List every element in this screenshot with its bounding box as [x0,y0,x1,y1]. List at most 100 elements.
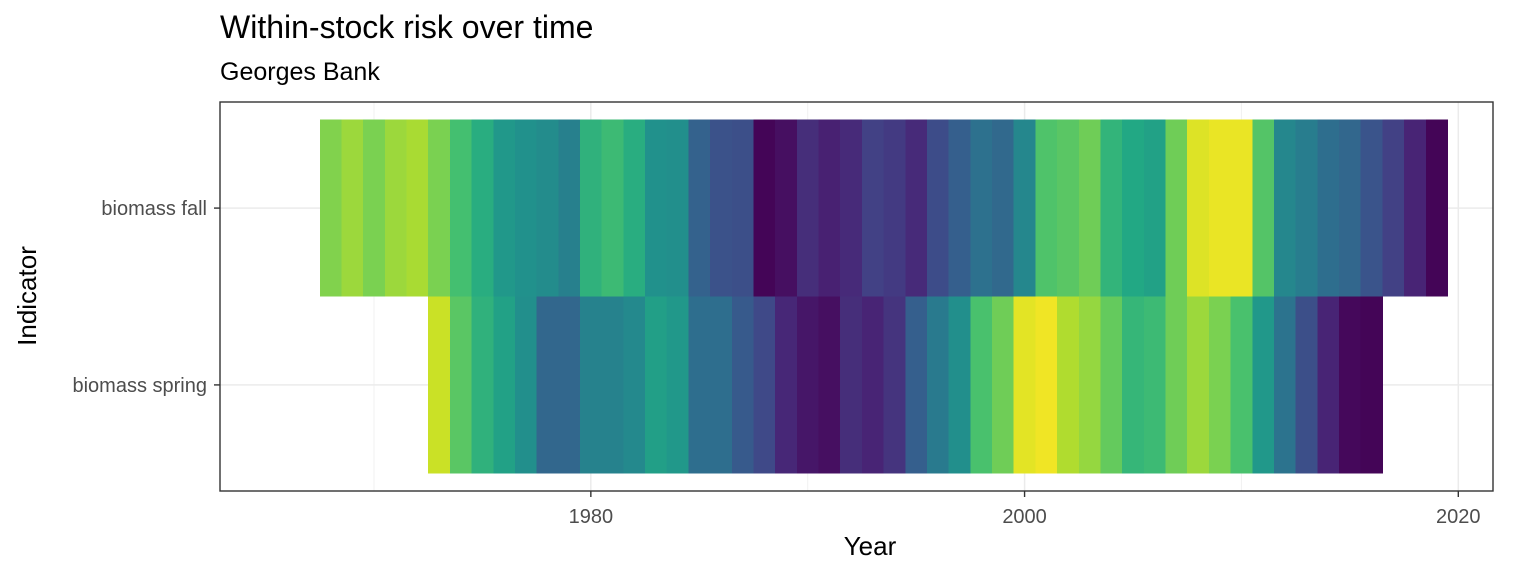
heatmap-cell [1273,296,1297,474]
heatmap-cell [514,296,538,474]
heatmap-cell [1187,296,1210,474]
x-tick-label: 1980 [569,506,614,528]
heatmap-cell [1252,296,1275,474]
heatmap-cell [1360,296,1383,474]
heatmap-cell [428,119,451,297]
heatmap-cell [579,296,603,474]
heatmap-cell [1100,296,1123,474]
heatmap-cell [1013,296,1037,474]
heatmap-cell [710,119,733,297]
heatmap-cell [1339,296,1362,474]
heatmap-cell [731,119,755,297]
heatmap-cell [558,119,581,297]
heatmap-cell [493,296,516,474]
heatmap-cell [1317,119,1340,297]
heatmap-cell [1317,296,1340,474]
y-axis-title: Indicator [12,246,42,346]
heatmap-cell [1208,296,1232,474]
heatmap-cell [948,296,971,474]
heatmap-cell [731,296,755,474]
heatmap-cell [883,119,906,297]
heatmap-cell [449,119,473,297]
heatmap-cell [536,296,559,474]
heatmap-cell [1230,119,1253,297]
heatmap-cells [319,119,1449,474]
heatmap-cell [666,119,690,297]
panel-border [219,101,1494,492]
heatmap-cell [710,296,733,474]
heatmap-cell [1295,296,1318,474]
heatmap-cell [1295,119,1318,297]
heatmap-cell [1252,119,1275,297]
heatmap-cell [1122,296,1145,474]
heatmap-cell [1165,296,1188,474]
heatmap-cell [428,296,451,474]
chart-title: Within-stock risk over time [220,9,593,45]
heatmap-cell [948,119,971,297]
heatmap-cell [1165,119,1188,297]
heatmap-cell [1078,296,1102,474]
heatmap-cell [970,119,993,297]
heatmap-cell [645,296,668,474]
heatmap-cell [1187,119,1210,297]
heatmap-cell [1208,119,1232,297]
heatmap-cell [992,119,1015,297]
heatmap-cell [341,119,364,297]
heatmap-cell [449,296,473,474]
heatmap-cell [558,296,581,474]
heatmap-cell [818,296,841,474]
x-axis-title: Year [844,531,897,561]
heatmap-cell [688,119,711,297]
heatmap-cell [623,296,646,474]
heatmap-cell [1143,296,1167,474]
heatmap-cell [861,296,885,474]
heatmap-cell [384,119,408,297]
heatmap-cell [1100,119,1123,297]
heatmap-cell [926,296,950,474]
heatmap-cell [840,119,863,297]
heatmap-cell [1425,119,1449,297]
heatmap-cell [1339,119,1362,297]
heatmap-cell [471,296,494,474]
heatmap-cell [536,119,559,297]
heatmap-cell [1404,119,1427,297]
heatmap-cell [1035,119,1058,297]
heatmap-cell [1078,119,1102,297]
y-tick-label: biomass spring [72,375,207,397]
heatmap-cell [926,119,950,297]
heatmap-cell [1057,296,1080,474]
heatmap-cell [645,119,668,297]
heatmap-cell [1273,119,1297,297]
heatmap-cell [1013,119,1037,297]
heatmap-cell [775,119,798,297]
heatmap-cell [818,119,841,297]
heatmap-cell [1143,119,1167,297]
heatmap-cell [905,119,928,297]
heatmap-cell [601,296,624,474]
heatmap-cell [1057,119,1080,297]
heatmap-cell [406,119,429,297]
heatmap-cell [840,296,863,474]
heatmap-cell [753,296,776,474]
heatmap-cell [1230,296,1253,474]
heatmap-cell [775,296,798,474]
heatmap-cell [1035,296,1058,474]
axes: 1980 2000 2020 biomass spring biomass fall [72,198,1480,528]
heatmap-cell [992,296,1015,474]
heatmap-cell [861,119,885,297]
x-tick-label: 2000 [1002,506,1047,528]
heatmap-cell [666,296,690,474]
heatmap-cell [970,296,993,474]
heatmap-cell [363,119,386,297]
heatmap-cell [514,119,538,297]
heatmap-cell [796,119,820,297]
heatmap-cell [753,119,776,297]
heatmap-cell [579,119,603,297]
heatmap-cell [883,296,906,474]
heatmap-cell [796,296,820,474]
heatmap-cell [623,119,646,297]
heatmap-cell [1122,119,1145,297]
heatmap-cell [905,296,928,474]
